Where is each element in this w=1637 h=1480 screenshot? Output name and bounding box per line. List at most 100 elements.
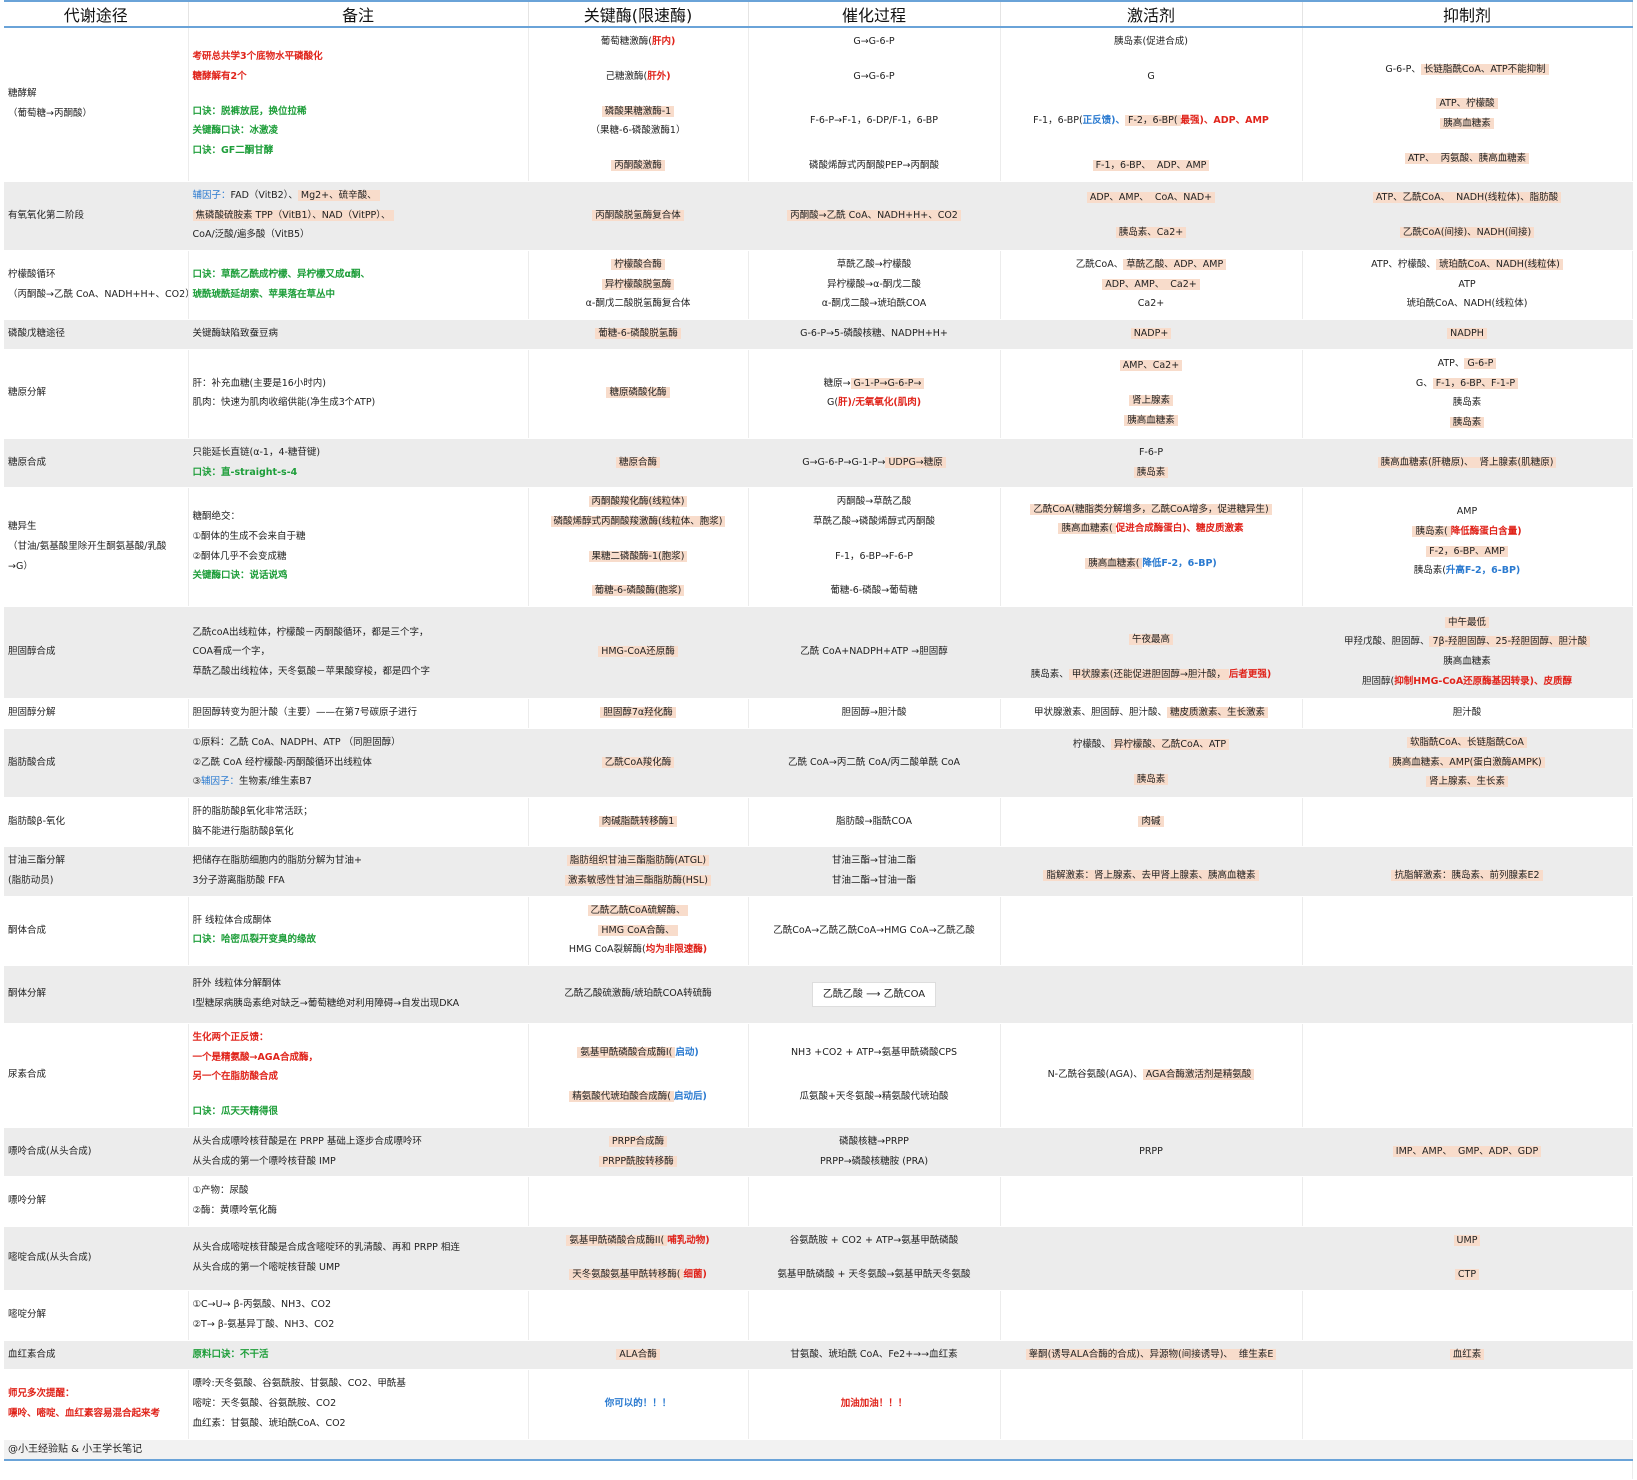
cell-process: 草酰乙酸→柠檬酸 异柠檬酸→α-酮戊二酸 α-酮戊二酸→琥珀酰COA: [748, 251, 1000, 320]
cell-inhibitors: 胆汁酸: [1302, 699, 1632, 729]
header-notes: 备注: [188, 1, 528, 27]
cell-activators: 甲状腺激素、胆固醇、胆汁酸、 糖皮质激素、生长激素: [1000, 699, 1302, 729]
cell-inhibitors: [1302, 896, 1632, 965]
cell-inhibitors: AMP 胰岛素(降低酶蛋白含量) F-2，6-BP、AMP 胰岛素(升高F-2，6-B…: [1302, 488, 1632, 607]
cell-pathway: 嘌呤合成(从头合成): [4, 1127, 188, 1176]
cell-key-enzyme: 氨基甲酰磷酸合成酶I(启动) 精氨酸代琥珀酸合成酶(启动后): [528, 1024, 748, 1128]
cell-notes: 把储存在脂肪细胞内的脂肪分解为甘油+ 3分子游离脂肪酸 FFA: [188, 847, 528, 896]
cell-key-enzyme: 乙酰CoA羧化酶: [528, 728, 748, 797]
cell-pathway: 嘌呤分解: [4, 1177, 188, 1226]
header-key-enzyme: 关键酶(限速酶): [528, 1, 748, 27]
cell-key-enzyme: 氨基甲酰磷酸合成酶II(哺乳动物) 天冬氨酸氨基甲酰转移酶(细菌): [528, 1226, 748, 1290]
cell-inhibitors: ATP、 G-6-P G、 F-1，6-BP、F-1-P 胰岛素 胰岛素: [1302, 349, 1632, 438]
table-body: 糖酵解 （葡萄糖→丙酮酸） 考研总共学3个底物水平磷酸化 糖酵解有2个 口诀：脱裤放屁，…: [4, 27, 1632, 1439]
cell-inhibitors: 血红素: [1302, 1340, 1632, 1370]
cell-process: 脂肪酸→脂酰COA: [748, 797, 1000, 846]
cell-notes: 从头合成嘌呤核苷酸是在 PRPP 基础上逐步合成嘌呤环 从头合成的第一个嘌呤核苷酸…: [188, 1127, 528, 1176]
cell-process: 乙酰乙酸 ⟶ 乙酰COA: [748, 966, 1000, 1024]
header-row: 代谢途径 备注 关键酶(限速酶) 催化过程 激活剂 抑制剂: [4, 1, 1632, 27]
table-row: 有氧氧化第二阶段 辅因子：FAD（VitB2）、 Mg2+、硫辛酸、 焦磷酸硫胺素 T…: [4, 181, 1632, 250]
cell-notes: 口诀：草酰乙酰成柠檬、异柠檬又成α酮、 琥酰琥酰延胡索、苹果落在草丛中: [188, 251, 528, 320]
cell-activators: 脂解激素：肾上腺素、去甲肾上腺素、胰高血糖素: [1000, 847, 1302, 896]
cell-notes: 原料口诀：不干活: [188, 1340, 528, 1370]
cell-key-enzyme: HMG-CoA还原酶: [528, 607, 748, 699]
cell-pathway: 甘油三酯分解 (脂肪动员): [4, 847, 188, 896]
table-row: 磷酸戊糖途径 关键酶缺陷致蚕豆病 葡糖-6-磷酸脱氢酶 G-6-P→5-磷酸核糖、NA…: [4, 320, 1632, 350]
cell-process: 甘油三酯→甘油二酯 甘油二酯→甘油一酯: [748, 847, 1000, 896]
cell-pathway: 柠檬酸循环 （丙酮酸→乙酰 CoA、NADH+H+、CO2）: [4, 251, 188, 320]
table-row: 嘧啶分解 ①C→U→ β-丙氨酸、NH3、CO2 ②T→ β-氨基异丁酸、NH3、C…: [4, 1291, 1632, 1340]
cell-activators: [1000, 1291, 1302, 1340]
cell-pathway: 尿素合成: [4, 1024, 188, 1128]
cell-pathway: 糖酵解 （葡萄糖→丙酮酸）: [4, 27, 188, 181]
cell-inhibitors: [1302, 966, 1632, 1024]
cell-notes: 肝的脂肪酸β氧化非常活跃； 脑不能进行脂肪酸β氧化: [188, 797, 528, 846]
cell-notes: ①原料：乙酰 CoA、NADPH、ATP （同胆固醇） ②乙酰 CoA 经柠檬酸-…: [188, 728, 528, 797]
cell-notes: 胆固醇转变为胆汁酸（主要）——在第7号碳原子进行: [188, 699, 528, 729]
cell-pathway: 胆固醇分解: [4, 699, 188, 729]
cell-inhibitors: UMP CTP: [1302, 1226, 1632, 1290]
table-row: 嘌呤分解 ①产物：尿酸 ②酶：黄嘌呤氧化酶: [4, 1177, 1632, 1226]
table-row: 血红素合成 原料口诀：不干活 ALA合酶 甘氨酸、琥珀酰 CoA、Fe2+→→血红素睾…: [4, 1340, 1632, 1370]
cell-inhibitors: 软脂酰CoA、长链脂酰CoA 胰高血糖素、AMP(蛋白激酶AMPK) 肾上腺素、生长…: [1302, 728, 1632, 797]
table-row: 酮体合成肝 线粒体合成酮体 口诀：哈密瓜裂开变臭的缘故 乙酰乙酰CoA硫解酶、 HMG…: [4, 896, 1632, 965]
cell-notes: 肝 线粒体合成酮体 口诀：哈密瓜裂开变臭的缘故: [188, 896, 528, 965]
cell-activators: 肉碱: [1000, 797, 1302, 846]
cell-key-enzyme: 脂肪组织甘油三酯脂肪酶(ATGL) 激素敏感性甘油三酯脂肪酶(HSL): [528, 847, 748, 896]
cell-process: [748, 1291, 1000, 1340]
table-row: 胆固醇合成 乙酰coA出线粒体，柠檬酸－丙酮酸循环，都是三个字， COA看成一个字，…: [4, 607, 1632, 699]
cell-process: 乙酰 CoA+NADPH+ATP →胆固醇: [748, 607, 1000, 699]
cell-inhibitors: [1302, 797, 1632, 846]
cell-pathway: 有氧氧化第二阶段: [4, 181, 188, 250]
cell-process: 乙酰 CoA→丙二酰 CoA/丙二酸单酰 CoA: [748, 728, 1000, 797]
cell-activators: 午夜最高 胰岛素、 甲状腺素(还能促进胆固醇→胆汁酸， 后者更强): [1000, 607, 1302, 699]
cell-key-enzyme: 糖原磷酸化酶: [528, 349, 748, 438]
table-row: 嘧啶合成(从头合成) 从头合成嘧啶核苷酸是合成含嘧啶环的乳清酸、再和 PRPP 相…: [4, 1226, 1632, 1290]
metabolism-table: 代谢途径 备注 关键酶(限速酶) 催化过程 激活剂 抑制剂 糖酵解 （葡萄糖→丙酮…: [4, 0, 1633, 1480]
table-row: 脂肪酸合成 ①原料：乙酰 CoA、NADPH、ATP （同胆固醇） ②乙酰 CoA …: [4, 728, 1632, 797]
cell-activators: 胰岛素(促进合成) G F-1，6-BP(正反馈)、 F-2，6-BP(最强)、ADP…: [1000, 27, 1302, 181]
cell-notes: 肝：补充血糖(主要是16小时内) 肌肉：快速为肌肉收缩供能(净生成3个ATP): [188, 349, 528, 438]
cell-inhibitors: NADPH: [1302, 320, 1632, 350]
cell-process: NH3 +CO2 + ATP→氨基甲酰磷酸CPS 瓜氨酸+天冬氨酸→精氨酸代琥珀酸: [748, 1024, 1000, 1128]
cell-notes: ①产物：尿酸 ②酶：黄嘌呤氧化酶: [188, 1177, 528, 1226]
cell-pathway: 胆固醇合成: [4, 607, 188, 699]
cell-notes: 考研总共学3个底物水平磷酸化 糖酵解有2个 口诀：脱裤放屁，换位拉稀 关键酶口诀：冰激…: [188, 27, 528, 181]
cell-key-enzyme: 糖原合酶: [528, 438, 748, 487]
cell-process: 甘氨酸、琥珀酰 CoA、Fe2+→→血红素: [748, 1340, 1000, 1370]
cell-key-enzyme: ALA合酶: [528, 1340, 748, 1370]
header-process: 催化过程: [748, 1, 1000, 27]
cell-key-enzyme: 葡萄糖激酶(肝内) 己糖激酶(肝外) 磷酸果糖激酶-1 （果糖-6-磷酸激酶1） 丙酮酸…: [528, 27, 748, 181]
cell-process: [748, 1177, 1000, 1226]
cell-key-enzyme: 你可以的！！！: [528, 1370, 748, 1439]
table-row: 糖酵解 （葡萄糖→丙酮酸） 考研总共学3个底物水平磷酸化 糖酵解有2个 口诀：脱裤放屁，…: [4, 27, 1632, 181]
cell-activators: ADP、AMP、 CoA、NAD+ 胰岛素、Ca2+: [1000, 181, 1302, 250]
cell-activators: [1000, 966, 1302, 1024]
cell-pathway: 酮体合成: [4, 896, 188, 965]
cell-pathway: 糖异生 （甘油/氨基酸里除开生酮氨基酸/乳酸 →G）: [4, 488, 188, 607]
cell-pathway: 师兄多次提醒： 嘌呤、嘧啶、血红素容易混合起来考: [4, 1370, 188, 1439]
cell-process: 谷氨酰胺 + CO2 + ATP→氨基甲酰磷酸 氨基甲酰磷酸 + 天冬氨酸→氨基甲…: [748, 1226, 1000, 1290]
footer-row: @小王经验贴 & 小王学长笔记: [4, 1439, 1632, 1460]
table-row: 甘油三酯分解 (脂肪动员) 把储存在脂肪细胞内的脂肪分解为甘油+ 3分子游离脂肪酸 F…: [4, 847, 1632, 896]
header-pathway: 代谢途径: [4, 1, 188, 27]
cell-notes: 肝外 线粒体分解酮体 Ⅰ型糖尿病胰岛素绝对缺乏→葡萄糖绝对利用障碍→自发出现DKA: [188, 966, 528, 1024]
cell-key-enzyme: 胆固醇7α羟化酶: [528, 699, 748, 729]
cell-activators: 柠檬酸、 异柠檬酸、乙酰CoA、ATP 胰岛素: [1000, 728, 1302, 797]
cell-inhibitors: [1302, 1177, 1632, 1226]
cell-activators: [1000, 896, 1302, 965]
cell-activators: PRPP: [1000, 1127, 1302, 1176]
table-row: 尿素合成 生化两个正反馈： 一个是精氨酸→AGA合成酶， 另一个在脂肪酸合成 口诀：瓜天…: [4, 1024, 1632, 1128]
cell-inhibitors: 抗脂解激素：胰岛素、前列腺素E2: [1302, 847, 1632, 896]
cell-notes: 嘌呤:天冬氨酸、谷氨酰胺、甘氨酸、CO2、甲酰基 嘧啶：天冬氨酸、谷氨酰胺、CO2…: [188, 1370, 528, 1439]
cell-activators: F-6-P 胰岛素: [1000, 438, 1302, 487]
cell-activators: [1000, 1177, 1302, 1226]
cell-key-enzyme: PRPP合成酶 PRPP酰胺转移酶: [528, 1127, 748, 1176]
footer-credit: @小王经验贴 & 小王学长笔记: [4, 1439, 1632, 1460]
cell-key-enzyme: 丙酮酸脱氢酶复合体: [528, 181, 748, 250]
cell-process: 糖原→ G-1-P→G-6-P→ G(肝)/无氧氧化(肌肉): [748, 349, 1000, 438]
cell-process: 乙酰CoA→乙酰乙酰CoA→HMG CoA→乙酰乙酸: [748, 896, 1000, 965]
cell-key-enzyme: [528, 1177, 748, 1226]
cell-process: G→G-6-P→G-1-P→ UDPG→糖原: [748, 438, 1000, 487]
cell-notes: 关键酶缺陷致蚕豆病: [188, 320, 528, 350]
